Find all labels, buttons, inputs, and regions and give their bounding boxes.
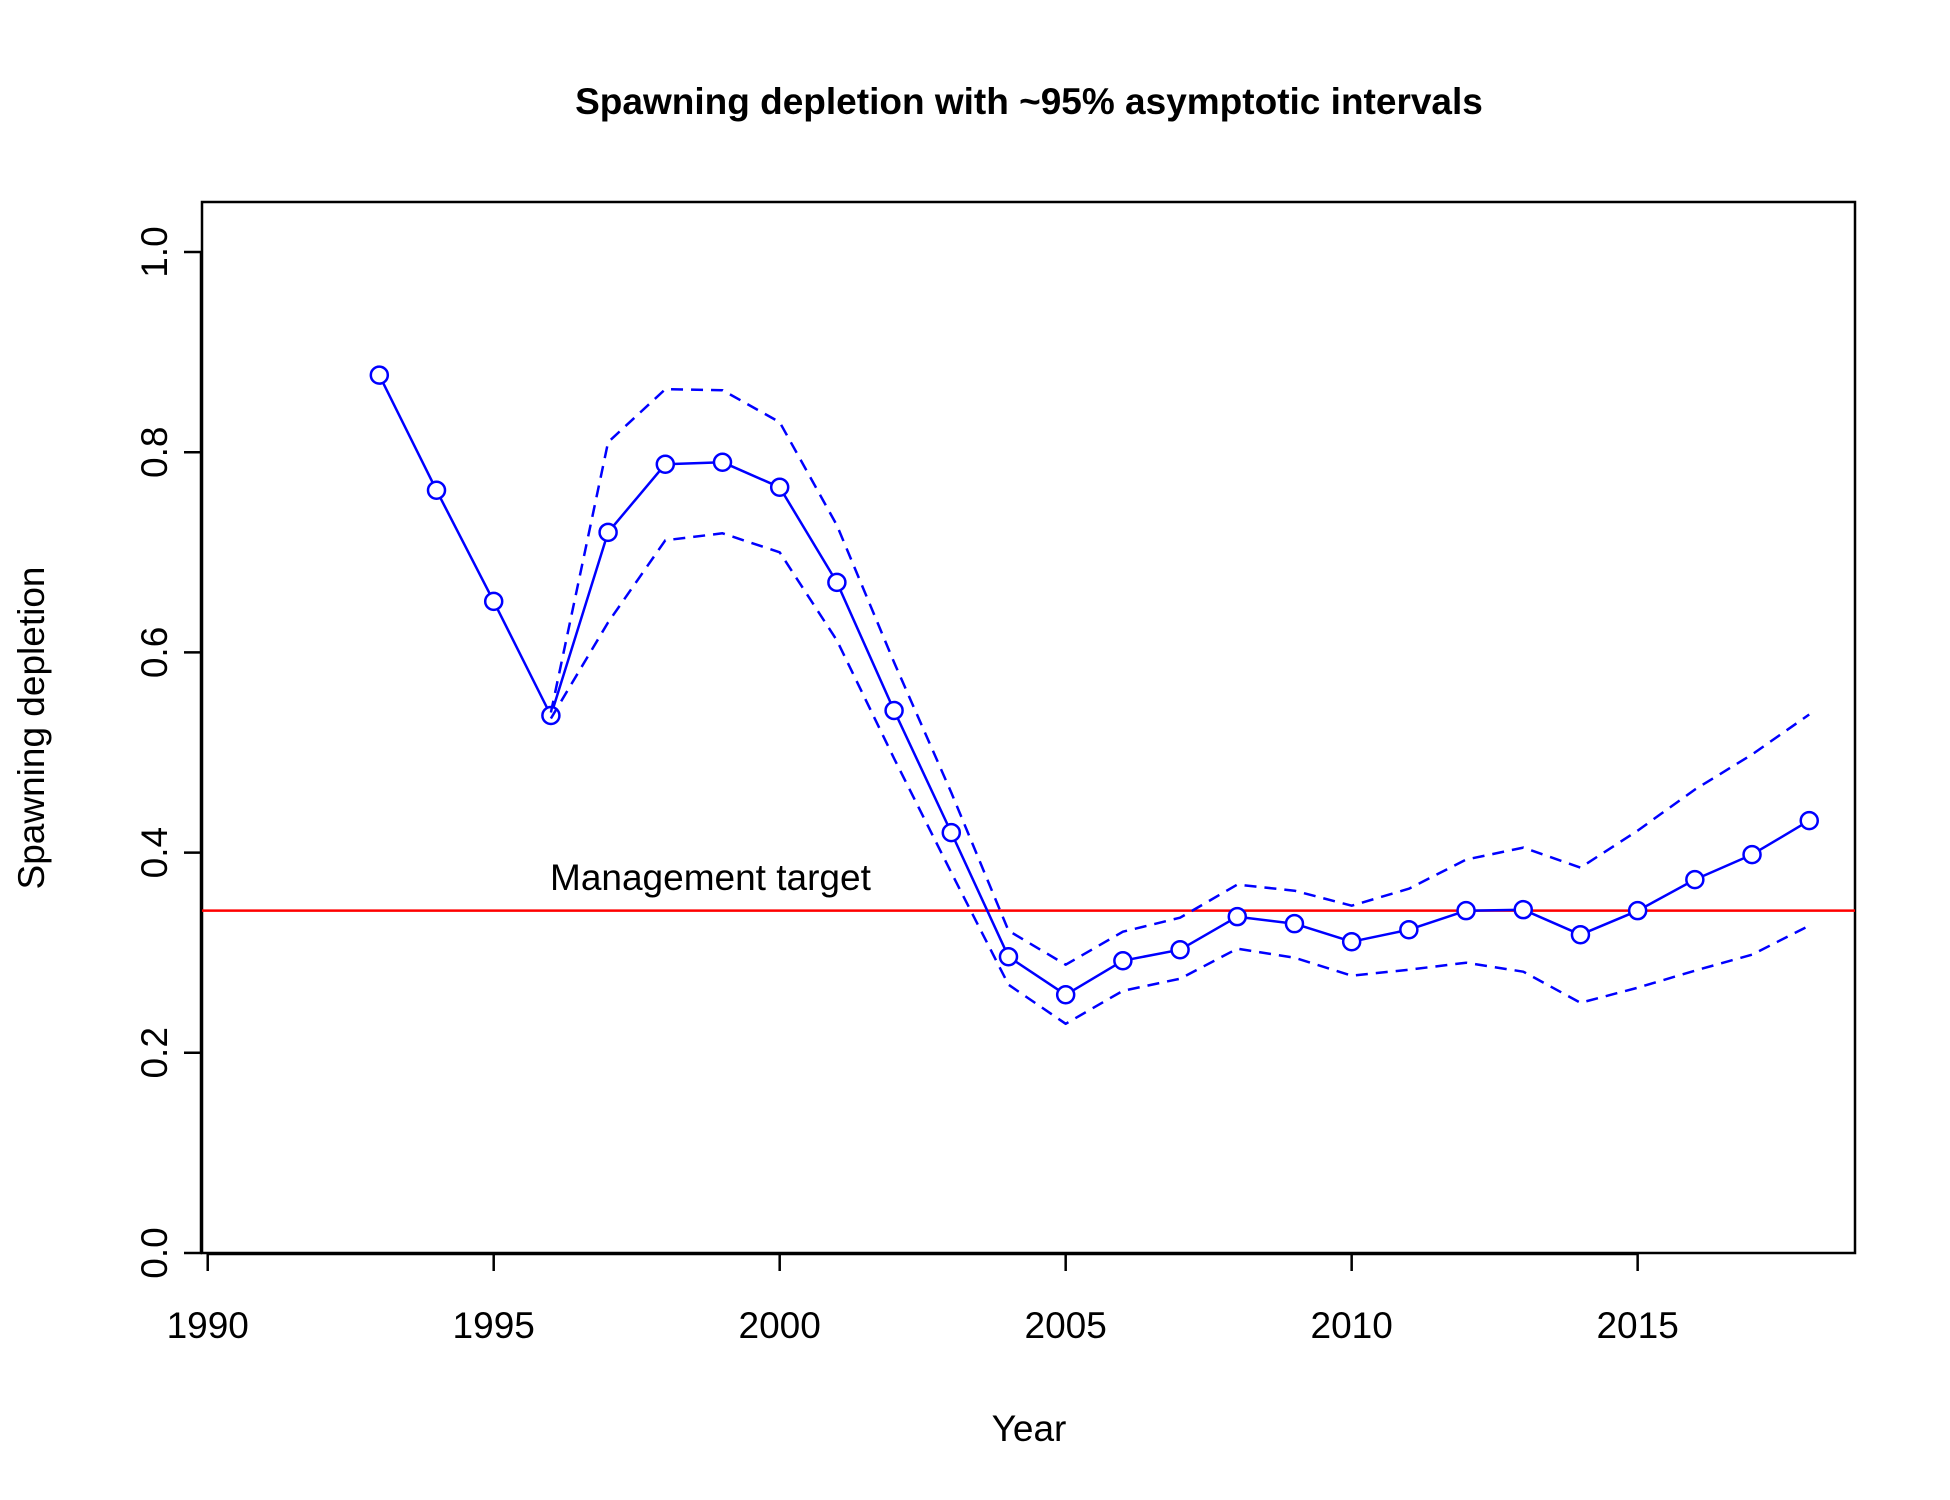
data-point [1113,950,1133,971]
x-tick-label: 2015 [1596,1305,1678,1346]
data-point [1570,924,1591,945]
y-tick-label: 0.4 [134,827,175,878]
x-axis-label: Year [992,1408,1067,1449]
y-axis-label: Spawning depletion [11,567,52,890]
data-point [655,454,676,474]
series-line-solid-with-circles [378,374,1810,997]
series-group [369,365,1819,1026]
data-point [827,572,847,593]
data-point [998,946,1019,967]
y-tick-label: 0.6 [134,627,175,678]
chart-title: Spawning depletion with ~95% asymptotic … [575,81,1483,122]
y-tick-label: 0.2 [134,1027,175,1078]
data-point [426,480,447,501]
data-point [884,700,904,721]
data-point [1284,913,1305,934]
x-tick-label: 2000 [739,1305,821,1346]
data-point [483,591,504,612]
data-point [598,522,618,543]
x-tick-label: 1995 [453,1305,535,1346]
data-point [1799,810,1819,831]
data-point [1685,869,1705,890]
data-point [1055,985,1076,1005]
x-axis: 1990 1995 2000 2005 2010 2015 [167,1252,1679,1346]
data-point [769,477,790,498]
data-point [1456,900,1476,921]
data-point [1627,900,1648,921]
data-point [1227,906,1248,927]
management-target-label: Management target [550,857,872,898]
data-point [1341,931,1362,952]
data-point [1742,844,1762,865]
data-point [712,452,733,472]
data-point [1513,899,1534,920]
data-point [1170,939,1190,960]
y-tick-label: 0.8 [134,427,175,478]
data-point [1399,919,1419,940]
x-tick-label: 1990 [167,1305,249,1346]
management-target-group: Management target [202,857,1855,912]
y-axis: 0.0 0.2 0.4 0.6 0.8 1.0 [134,226,203,1279]
x-tick-label: 2005 [1025,1305,1107,1346]
series-line-dashed-upper [549,387,1810,966]
y-tick-label: 1.0 [134,226,175,277]
plot-frame [200,200,1857,1255]
data-point [369,365,390,385]
data-point [941,822,962,843]
x-tick-label: 2010 [1311,1305,1393,1346]
series-line-dashed-lower [549,532,1810,1026]
y-tick-label: 0.0 [134,1227,175,1278]
